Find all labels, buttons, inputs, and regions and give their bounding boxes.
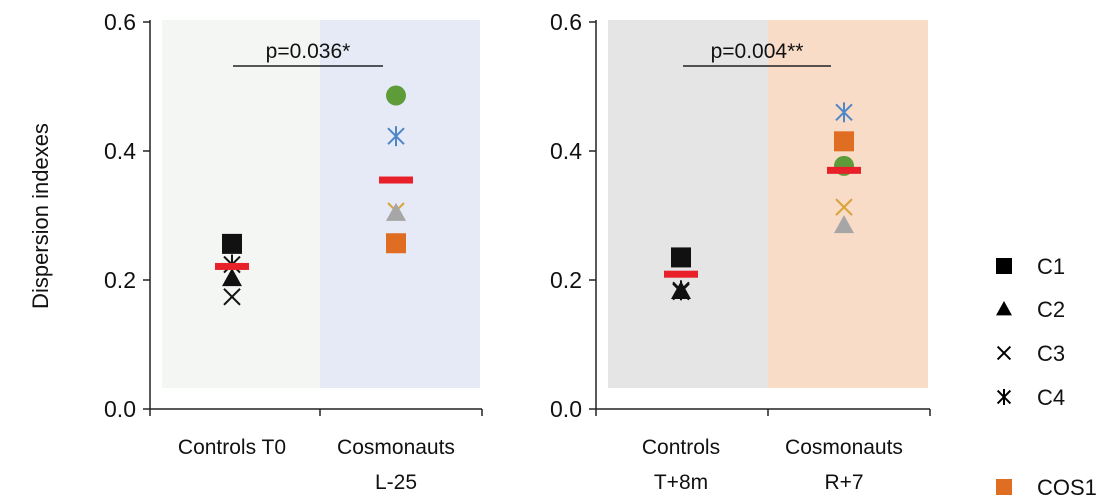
legend-marker-cos1 (996, 479, 1012, 495)
significance-label: p=0.004** (711, 40, 804, 63)
mean-bar (215, 263, 249, 270)
y-tick-label: 0.4 (104, 138, 136, 164)
y-tick-label: 0.6 (104, 9, 136, 35)
legend-label: C2 (1037, 297, 1065, 322)
legend: C1 C2 C3 C4 COS1 (996, 254, 1097, 500)
x-tick-label: R+7 (824, 471, 863, 494)
legend-marker-c3 (998, 347, 1011, 360)
legend-label: C3 (1037, 341, 1065, 366)
data-point-circle (386, 86, 406, 106)
background-0-0 (162, 20, 320, 388)
background-1-0 (608, 20, 768, 388)
significance-label: p=0.036* (266, 40, 351, 63)
x-tick-label: Controls T0 (178, 436, 286, 459)
y-tick-label: 0.4 (550, 138, 582, 164)
data-point-c1 (671, 247, 691, 267)
chart-panel-left: 0.0 0.2 0.4 0.6 Controls T0 Cosmonauts L-25 p=0… (104, 9, 482, 494)
mean-bar (664, 271, 698, 278)
data-point-cos1-shape (386, 233, 406, 253)
y-tick-label: 0.0 (104, 396, 136, 422)
mean-bar (379, 177, 413, 184)
data-point-c1-shape (222, 234, 242, 254)
x-tick-label: Cosmonauts (337, 436, 455, 459)
chart-panel-right: 0.0 0.2 0.4 0.6 Controls T+8m Cosmonauts R+7 p=0… (550, 9, 930, 494)
y-tick-label: 0.2 (550, 267, 582, 293)
legend-marker-cos1-shape (996, 479, 1012, 495)
legend-label: COS1 (1037, 475, 1097, 500)
legend-marker-c4 (998, 389, 1011, 405)
data-point-cos1-shape (834, 131, 854, 151)
x-tick-label: Controls (642, 436, 720, 459)
data-point-c1-shape (671, 247, 691, 267)
data-point-cos1 (834, 131, 854, 151)
x-tick-label: L-25 (375, 471, 417, 494)
legend-marker-c1-shape (996, 258, 1012, 274)
background-0-1 (320, 20, 480, 388)
mean-bar (827, 167, 861, 174)
data-point-cos1 (386, 233, 406, 253)
x-tick-label: Cosmonauts (785, 436, 903, 459)
data-point-c1 (222, 234, 242, 254)
y-tick-label: 0.2 (104, 267, 136, 293)
data-point-circle-shape (386, 86, 406, 106)
legend-label: C4 (1037, 385, 1065, 410)
x-tick-label: T+8m (654, 471, 708, 494)
y-axis-label: Dispersion indexes (28, 123, 53, 309)
legend-label: C1 (1037, 254, 1065, 279)
legend-marker-c2-shape (996, 301, 1012, 315)
legend-marker-c1 (996, 258, 1012, 274)
y-tick-label: 0.6 (550, 9, 582, 35)
legend-marker-c2 (996, 301, 1012, 315)
y-tick-label: 0.0 (550, 396, 582, 422)
